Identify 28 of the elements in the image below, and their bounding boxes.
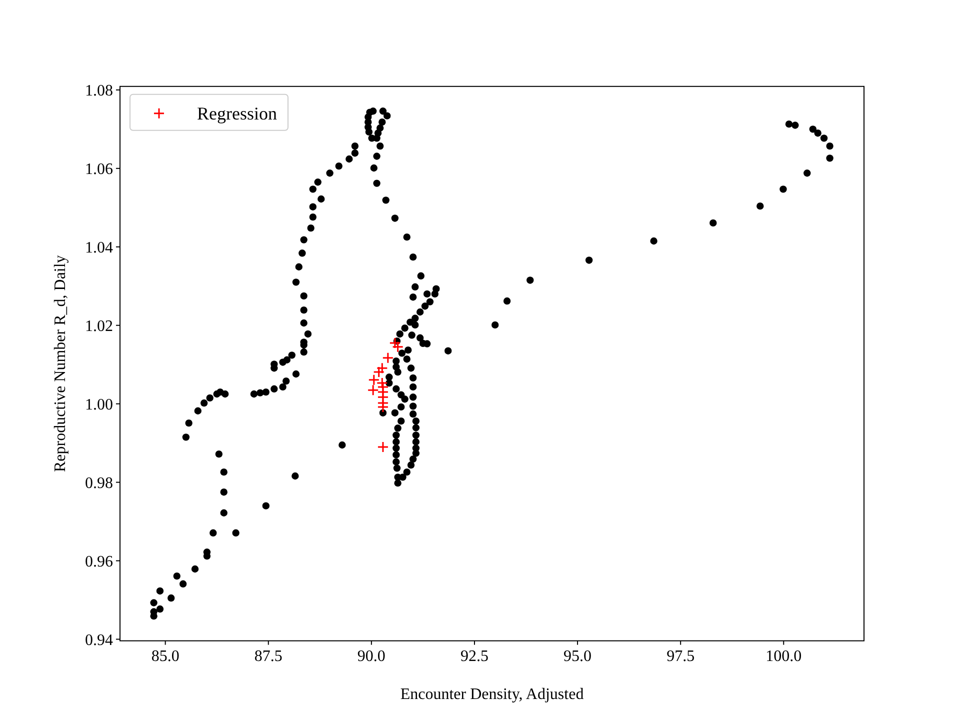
y-tick-label: 0.94 bbox=[85, 632, 113, 649]
x-tick-label: 85.0 bbox=[151, 648, 180, 665]
y-axis-title: Reproductive Number R_d, Daily bbox=[52, 255, 69, 472]
point bbox=[392, 341, 404, 353]
point bbox=[376, 377, 388, 389]
x-axis-title: Encounter Density, Adjusted bbox=[400, 686, 584, 703]
x-tick-label: 87.5 bbox=[254, 648, 282, 665]
y-tick-label: 1.00 bbox=[85, 396, 113, 414]
point bbox=[377, 401, 389, 413]
y-tick-label: 0.96 bbox=[85, 553, 113, 570]
x-tick-label: 97.5 bbox=[666, 648, 695, 665]
x-tick-label: 92.5 bbox=[460, 648, 488, 665]
legend-label: Regression bbox=[197, 104, 277, 124]
point bbox=[367, 384, 379, 396]
point bbox=[368, 374, 380, 386]
y-tick-label: 1.08 bbox=[85, 82, 113, 100]
y-tick-label: 1.02 bbox=[85, 318, 113, 335]
x-tick-label: 90.0 bbox=[357, 648, 386, 665]
y-tick-label: 1.04 bbox=[85, 239, 113, 256]
y-tick-label: 0.98 bbox=[85, 474, 113, 492]
x-tick-label: 95.0 bbox=[564, 648, 592, 665]
point bbox=[389, 337, 401, 349]
x-tick-label: 100.0 bbox=[766, 648, 802, 665]
point bbox=[377, 441, 389, 453]
point bbox=[373, 366, 385, 378]
point bbox=[376, 362, 388, 374]
point bbox=[382, 352, 394, 364]
y-tick-label: 1.06 bbox=[85, 161, 113, 178]
